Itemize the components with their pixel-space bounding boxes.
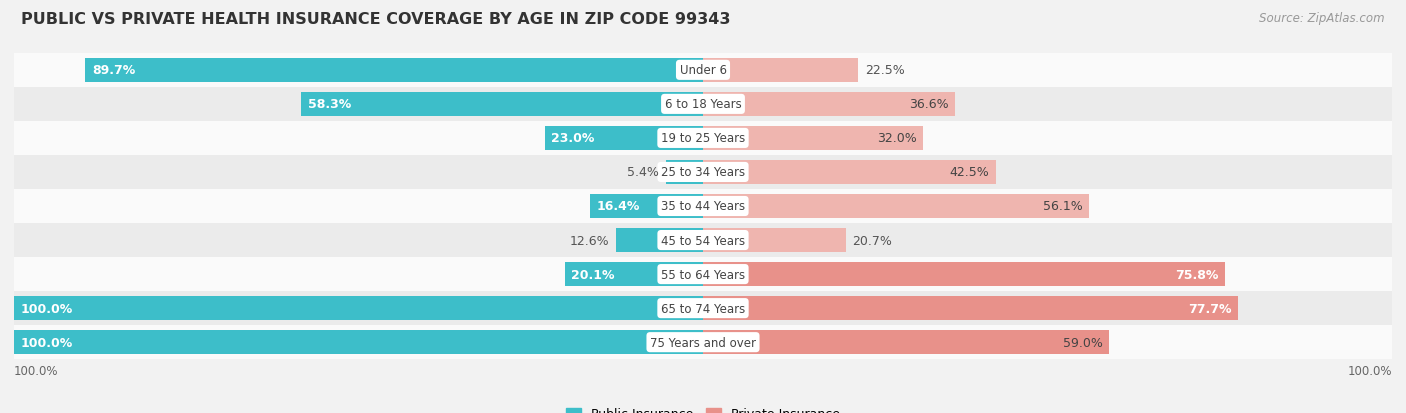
Text: 58.3%: 58.3% — [308, 98, 352, 111]
Bar — [14, 156, 1392, 190]
Text: 35 to 44 Years: 35 to 44 Years — [661, 200, 745, 213]
Bar — [703, 126, 924, 151]
Bar — [14, 121, 1392, 156]
Text: 6 to 18 Years: 6 to 18 Years — [665, 98, 741, 111]
Text: 5.4%: 5.4% — [627, 166, 659, 179]
Text: 25 to 34 Years: 25 to 34 Years — [661, 166, 745, 179]
Bar — [703, 59, 858, 83]
Legend: Public Insurance, Private Insurance: Public Insurance, Private Insurance — [567, 407, 839, 413]
Text: 100.0%: 100.0% — [1347, 364, 1392, 377]
Text: 22.5%: 22.5% — [865, 64, 904, 77]
Text: 42.5%: 42.5% — [949, 166, 988, 179]
Bar — [14, 54, 1392, 88]
Text: 36.6%: 36.6% — [908, 98, 948, 111]
Text: PUBLIC VS PRIVATE HEALTH INSURANCE COVERAGE BY AGE IN ZIP CODE 99343: PUBLIC VS PRIVATE HEALTH INSURANCE COVER… — [21, 12, 731, 27]
Bar — [84, 59, 703, 83]
Text: 32.0%: 32.0% — [877, 132, 917, 145]
Text: 20.1%: 20.1% — [571, 268, 614, 281]
Bar — [14, 88, 1392, 121]
Bar — [666, 160, 703, 185]
Bar — [565, 262, 703, 287]
Bar — [591, 194, 703, 219]
Bar — [301, 93, 703, 117]
Text: 56.1%: 56.1% — [1043, 200, 1083, 213]
Bar — [14, 330, 703, 354]
Text: 59.0%: 59.0% — [1063, 336, 1102, 349]
Bar — [616, 228, 703, 253]
Bar — [703, 160, 995, 185]
Bar — [703, 296, 1239, 320]
Bar — [703, 228, 845, 253]
Text: 16.4%: 16.4% — [598, 200, 640, 213]
Bar — [14, 190, 1392, 223]
Bar — [14, 257, 1392, 292]
Bar — [544, 126, 703, 151]
Text: 55 to 64 Years: 55 to 64 Years — [661, 268, 745, 281]
Bar — [703, 330, 1109, 354]
Text: 75 Years and over: 75 Years and over — [650, 336, 756, 349]
Bar — [14, 223, 1392, 257]
Text: Source: ZipAtlas.com: Source: ZipAtlas.com — [1260, 12, 1385, 25]
Text: 77.7%: 77.7% — [1188, 302, 1232, 315]
Text: 100.0%: 100.0% — [14, 364, 59, 377]
Bar — [703, 194, 1090, 219]
Text: 89.7%: 89.7% — [91, 64, 135, 77]
Text: 20.7%: 20.7% — [852, 234, 893, 247]
Text: 100.0%: 100.0% — [21, 302, 73, 315]
Text: 19 to 25 Years: 19 to 25 Years — [661, 132, 745, 145]
Bar — [14, 292, 1392, 325]
Text: 75.8%: 75.8% — [1175, 268, 1219, 281]
Bar — [14, 296, 703, 320]
Text: 65 to 74 Years: 65 to 74 Years — [661, 302, 745, 315]
Bar — [14, 325, 1392, 359]
Text: Under 6: Under 6 — [679, 64, 727, 77]
Text: 45 to 54 Years: 45 to 54 Years — [661, 234, 745, 247]
Text: 23.0%: 23.0% — [551, 132, 595, 145]
Text: 12.6%: 12.6% — [569, 234, 609, 247]
Text: 100.0%: 100.0% — [21, 336, 73, 349]
Bar — [703, 262, 1225, 287]
Bar — [703, 93, 955, 117]
